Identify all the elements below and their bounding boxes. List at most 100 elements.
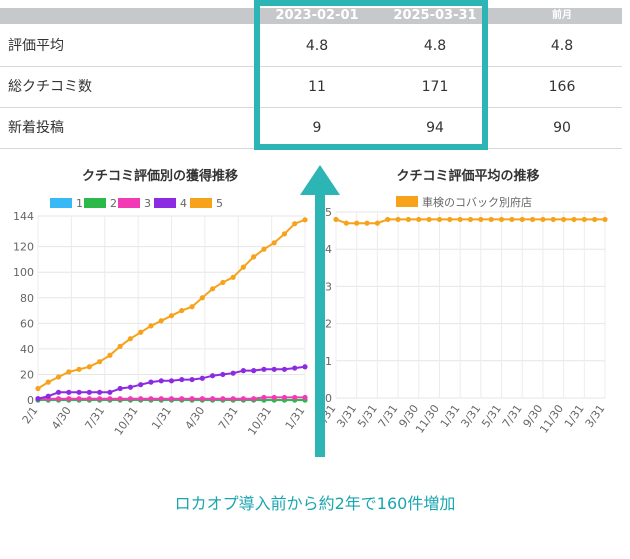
data-point [416, 216, 422, 223]
data-point [220, 279, 226, 286]
data-point [251, 396, 257, 402]
data-point [271, 366, 277, 372]
x-tick-label: 3/31 [334, 402, 359, 430]
data-point [35, 385, 41, 392]
y-tick-label: 4 [325, 243, 332, 256]
data-point [467, 216, 474, 223]
data-point [55, 389, 62, 395]
x-tick-label: 5/31 [479, 402, 504, 430]
data-point [199, 375, 205, 381]
data-point [302, 217, 308, 223]
data-point [550, 216, 556, 223]
legend-label: 車検のコバック別府店 [422, 195, 532, 209]
data-point [127, 384, 134, 390]
data-point [55, 396, 62, 402]
data-point [107, 396, 113, 402]
data-point [117, 396, 123, 402]
legend-swatch [396, 196, 418, 207]
data-point [230, 396, 236, 402]
x-tick-label: 4/30 [49, 404, 74, 432]
y-tick-label: 2 [325, 318, 332, 331]
row-label: 評価平均 [8, 38, 64, 54]
data-point [76, 396, 82, 402]
data-point [66, 389, 72, 395]
y-tick-label: 5 [325, 206, 332, 219]
y-tick-label: 144 [13, 210, 34, 223]
value-start: 11 [308, 79, 326, 95]
data-point [571, 216, 577, 223]
data-point [127, 396, 134, 402]
legend-swatch [50, 198, 72, 208]
col-header-prev-month: 前月 [552, 10, 572, 21]
data-point [261, 246, 267, 252]
row-label: 新着投稿 [8, 120, 64, 136]
data-point [561, 216, 567, 223]
data-point [220, 396, 226, 402]
x-tick-label: 2/1 [20, 404, 41, 426]
x-tick-label: 1/31 [562, 402, 587, 430]
data-point [199, 396, 205, 402]
data-point [179, 396, 185, 402]
data-point [158, 396, 164, 402]
chart-title: クチコミ評価別の獲得推移 [82, 168, 238, 184]
data-point [478, 216, 484, 223]
data-point [426, 216, 432, 223]
chart-title: クチコミ評価平均の推移 [396, 168, 539, 184]
data-point [179, 307, 185, 314]
value-end: 171 [421, 79, 449, 95]
data-point [138, 396, 144, 402]
legend-swatch [190, 198, 212, 208]
data-point [281, 231, 288, 237]
data-point [488, 216, 494, 223]
legend-swatch [84, 198, 106, 208]
data-point [540, 216, 546, 223]
data-point [138, 329, 144, 335]
data-point [230, 370, 236, 376]
data-point [148, 323, 154, 329]
data-point [405, 216, 412, 223]
y-tick-label: 0 [325, 392, 332, 405]
data-point [168, 313, 175, 319]
data-point [97, 359, 103, 365]
x-tick-label: 1/31 [314, 402, 339, 430]
data-point [602, 216, 608, 223]
legend-label: 1 [76, 197, 83, 210]
table-row: 評価平均 4.8 4.8 4.8 [0, 26, 622, 67]
table-header [0, 8, 622, 24]
data-point [86, 389, 92, 395]
data-point [447, 216, 453, 223]
x-tick-label: 1/31 [149, 404, 174, 432]
data-point [292, 221, 298, 227]
x-tick-label: 10/31 [245, 404, 274, 437]
data-point [292, 394, 298, 401]
data-point [189, 376, 195, 383]
value-prev-month: 4.8 [550, 38, 574, 54]
x-tick-label: 1/31 [283, 404, 308, 432]
data-point [76, 366, 82, 372]
legend-label: 3 [144, 197, 151, 210]
value-end: 94 [426, 120, 444, 136]
data-point [158, 318, 164, 324]
row-label: 総クチコミ数 [8, 79, 92, 95]
y-tick-label: 100 [13, 266, 34, 279]
data-point [240, 264, 246, 270]
data-point [97, 389, 103, 395]
data-point [148, 379, 154, 385]
data-point [107, 352, 113, 358]
data-point [240, 368, 246, 374]
data-point [86, 396, 92, 402]
y-tick-label: 20 [20, 368, 34, 381]
value-end: 4.8 [423, 38, 447, 54]
value-prev-month: 90 [553, 120, 571, 136]
y-tick-label: 120 [13, 241, 34, 254]
data-point [509, 216, 515, 223]
data-point [209, 373, 216, 379]
data-point [107, 389, 113, 395]
x-tick-label: 7/31 [82, 404, 107, 432]
value-start: 9 [312, 120, 322, 136]
data-point [209, 396, 216, 402]
data-point [55, 374, 62, 380]
data-point [209, 286, 216, 292]
data-point [457, 216, 463, 223]
x-tick-label: 10/31 [112, 404, 141, 437]
